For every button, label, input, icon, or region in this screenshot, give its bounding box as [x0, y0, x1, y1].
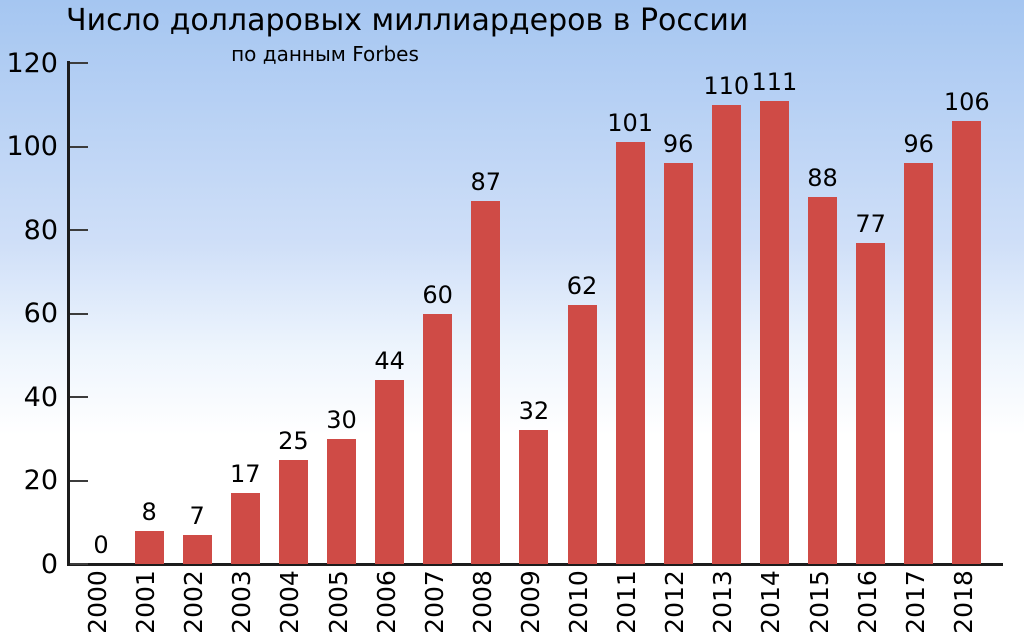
y-tick-label-0: 0 [40, 548, 58, 580]
bar-2017 [904, 163, 934, 564]
value-label-2006: 44 [374, 347, 405, 376]
bar-2004 [278, 459, 308, 564]
value-label-2001: 8 [141, 497, 157, 526]
x-tick-label-2011: 2011 [612, 570, 642, 634]
x-tick-label-2012: 2012 [660, 570, 690, 634]
bar-2007 [423, 313, 453, 564]
value-label-2002: 7 [189, 501, 205, 530]
x-tick-label-2013: 2013 [708, 570, 738, 634]
value-label-2011: 101 [607, 109, 653, 138]
bar-2014 [759, 100, 789, 564]
bar-2015 [808, 196, 837, 564]
value-label-2008: 87 [470, 167, 502, 196]
bar-2003 [230, 493, 260, 564]
bar-2009 [519, 430, 549, 564]
value-label-2016: 77 [855, 209, 886, 238]
y-tick-label-20: 20 [23, 465, 58, 496]
y-tick-mark-20 [70, 479, 88, 482]
x-tick-label-2017: 2017 [900, 570, 930, 634]
value-label-2012: 96 [662, 130, 694, 159]
y-tick-label-100: 100 [6, 131, 58, 162]
bar-2010 [567, 305, 597, 564]
y-axis-line [67, 61, 70, 566]
bar-2012 [663, 163, 693, 564]
y-tick-mark-100 [70, 145, 88, 148]
bar-2006 [375, 380, 405, 564]
x-tick-label-2010: 2010 [564, 570, 593, 634]
bar-2005 [327, 438, 356, 564]
x-tick-label-2009: 2009 [515, 570, 545, 634]
value-label-2010: 62 [566, 272, 598, 301]
x-tick-label-2003: 2003 [227, 570, 257, 634]
bar-2001 [134, 530, 164, 564]
x-tick-label-2008: 2008 [467, 570, 497, 634]
value-label-2000: 0 [93, 531, 109, 559]
bar-2018 [952, 121, 982, 564]
x-tick-label-2016: 2016 [852, 570, 882, 634]
value-label-2013: 110 [703, 71, 750, 100]
y-tick-label-120: 120 [6, 47, 58, 79]
value-label-2005: 30 [326, 405, 357, 434]
y-tick-label-40: 40 [23, 381, 58, 413]
x-tick-label-2001: 2001 [131, 570, 161, 634]
value-label-2003: 17 [230, 460, 261, 489]
y-tick-mark-40 [70, 396, 88, 398]
y-tick-mark-0 [70, 563, 88, 565]
value-label-2014: 111 [751, 67, 798, 96]
value-label-2007: 60 [422, 280, 453, 309]
x-axis-line [67, 563, 1003, 566]
bar-2002 [182, 534, 212, 564]
value-label-2009: 32 [518, 397, 550, 426]
x-tick-label-2000: 2000 [83, 570, 112, 634]
y-tick-label-80: 80 [23, 214, 58, 246]
x-tick-label-2014: 2014 [756, 570, 786, 634]
bar-2016 [856, 242, 886, 564]
chart-subtitle: по данным Forbes [231, 42, 419, 66]
value-label-2004: 25 [278, 426, 309, 455]
bar-2008 [471, 200, 501, 564]
x-tick-label-2007: 2007 [419, 570, 449, 634]
x-tick-label-2018: 2018 [948, 570, 978, 634]
bar-2013 [711, 104, 741, 564]
value-label-2018: 106 [943, 88, 990, 117]
bar-2011 [615, 142, 645, 564]
value-label-2017: 96 [903, 130, 934, 159]
y-tick-mark-60 [70, 312, 88, 315]
x-tick-label-2002: 2002 [179, 570, 209, 634]
value-label-2015: 88 [807, 163, 838, 192]
x-tick-label-2006: 2006 [371, 570, 401, 634]
x-tick-label-2004: 2004 [275, 570, 305, 634]
y-tick-mark-120 [70, 62, 88, 64]
y-tick-label-60: 60 [23, 298, 58, 329]
y-tick-mark-80 [70, 229, 88, 231]
x-tick-label-2005: 2005 [323, 570, 353, 634]
chart-title: Число долларовых миллиардеров в России [66, 3, 749, 38]
x-tick-label-2015: 2015 [804, 570, 834, 634]
